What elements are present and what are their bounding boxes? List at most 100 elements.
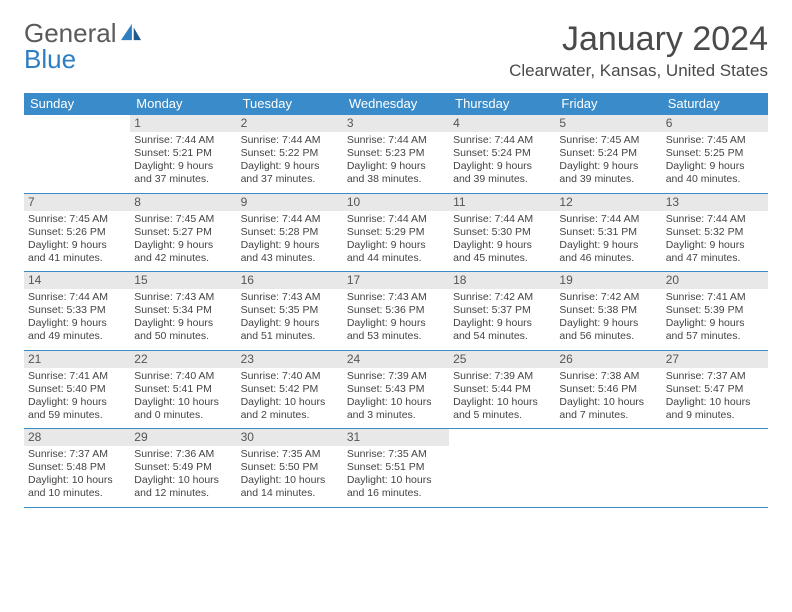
day-number: 7 [24,194,130,211]
sunrise-text: Sunrise: 7:44 AM [134,134,232,147]
daylight-text: Daylight: 9 hours and 37 minutes. [241,160,339,186]
day-number: 24 [343,351,449,368]
day-details: Sunrise: 7:44 AMSunset: 5:29 PMDaylight:… [347,213,445,266]
daylight-text: Daylight: 9 hours and 37 minutes. [134,160,232,186]
dow-header: Monday [130,93,236,115]
daylight-text: Daylight: 10 hours and 3 minutes. [347,396,445,422]
day-details: Sunrise: 7:44 AMSunset: 5:24 PMDaylight:… [453,134,551,187]
sunrise-text: Sunrise: 7:44 AM [28,291,126,304]
sunset-text: Sunset: 5:43 PM [347,383,445,396]
calendar-day-cell [24,115,130,194]
sunset-text: Sunset: 5:50 PM [241,461,339,474]
calendar-day-cell: 14Sunrise: 7:44 AMSunset: 5:33 PMDayligh… [24,272,130,351]
calendar-day-cell: 29Sunrise: 7:36 AMSunset: 5:49 PMDayligh… [130,429,236,508]
daylight-text: Daylight: 10 hours and 5 minutes. [453,396,551,422]
day-details: Sunrise: 7:45 AMSunset: 5:25 PMDaylight:… [666,134,764,187]
day-details: Sunrise: 7:44 AMSunset: 5:21 PMDaylight:… [134,134,232,187]
daylight-text: Daylight: 9 hours and 47 minutes. [666,239,764,265]
month-title: January 2024 [509,20,768,59]
sunrise-text: Sunrise: 7:41 AM [666,291,764,304]
sunset-text: Sunset: 5:40 PM [28,383,126,396]
calendar-day-cell [449,429,555,508]
calendar-week-row: 21Sunrise: 7:41 AMSunset: 5:40 PMDayligh… [24,350,768,429]
day-number: 28 [24,429,130,446]
day-number: 25 [449,351,555,368]
calendar-week-row: 14Sunrise: 7:44 AMSunset: 5:33 PMDayligh… [24,272,768,351]
dow-header: Sunday [24,93,130,115]
daylight-text: Daylight: 9 hours and 44 minutes. [347,239,445,265]
sunrise-text: Sunrise: 7:44 AM [666,213,764,226]
day-number: 5 [555,115,661,132]
logo-text-blue: Blue [24,46,143,72]
sunset-text: Sunset: 5:32 PM [666,226,764,239]
sail-icon [119,20,143,46]
calendar-day-cell: 6Sunrise: 7:45 AMSunset: 5:25 PMDaylight… [662,115,768,194]
day-number: 8 [130,194,236,211]
calendar-day-cell: 4Sunrise: 7:44 AMSunset: 5:24 PMDaylight… [449,115,555,194]
sunrise-text: Sunrise: 7:45 AM [666,134,764,147]
sunset-text: Sunset: 5:33 PM [28,304,126,317]
day-details: Sunrise: 7:42 AMSunset: 5:37 PMDaylight:… [453,291,551,344]
day-number: 2 [237,115,343,132]
sunrise-text: Sunrise: 7:43 AM [134,291,232,304]
day-details: Sunrise: 7:44 AMSunset: 5:31 PMDaylight:… [559,213,657,266]
day-number: 13 [662,194,768,211]
calendar-day-cell: 3Sunrise: 7:44 AMSunset: 5:23 PMDaylight… [343,115,449,194]
daylight-text: Daylight: 10 hours and 9 minutes. [666,396,764,422]
daylight-text: Daylight: 9 hours and 57 minutes. [666,317,764,343]
calendar-day-cell [662,429,768,508]
daylight-text: Daylight: 10 hours and 14 minutes. [241,474,339,500]
calendar-body: 1Sunrise: 7:44 AMSunset: 5:21 PMDaylight… [24,115,768,508]
logo-text-general: General [24,20,117,46]
sunrise-text: Sunrise: 7:45 AM [559,134,657,147]
day-number: 15 [130,272,236,289]
day-details: Sunrise: 7:39 AMSunset: 5:44 PMDaylight:… [453,370,551,423]
daylight-text: Daylight: 9 hours and 38 minutes. [347,160,445,186]
calendar-week-row: 7Sunrise: 7:45 AMSunset: 5:26 PMDaylight… [24,193,768,272]
sunrise-text: Sunrise: 7:44 AM [241,213,339,226]
sunset-text: Sunset: 5:29 PM [347,226,445,239]
daylight-text: Daylight: 9 hours and 45 minutes. [453,239,551,265]
day-details: Sunrise: 7:41 AMSunset: 5:40 PMDaylight:… [28,370,126,423]
calendar-day-cell: 5 Sunrise: 7:45 AMSunset: 5:24 PMDaylight… [555,115,661,194]
sunset-text: Sunset: 5:37 PM [453,304,551,317]
sunset-text: Sunset: 5:21 PM [134,147,232,160]
sunrise-text: Sunrise: 7:36 AM [134,448,232,461]
dow-header: Saturday [662,93,768,115]
day-details: Sunrise: 7:45 AMSunset: 5:24 PMDaylight:… [559,134,657,187]
day-details: Sunrise: 7:39 AMSunset: 5:43 PMDaylight:… [347,370,445,423]
day-details: Sunrise: 7:43 AMSunset: 5:35 PMDaylight:… [241,291,339,344]
day-number: 21 [24,351,130,368]
calendar-day-cell: 1Sunrise: 7:44 AMSunset: 5:21 PMDaylight… [130,115,236,194]
day-number: 12 [555,194,661,211]
calendar-day-cell: 15Sunrise: 7:43 AMSunset: 5:34 PMDayligh… [130,272,236,351]
calendar-day-cell [555,429,661,508]
daylight-text: Daylight: 10 hours and 10 minutes. [28,474,126,500]
daylight-text: Daylight: 9 hours and 54 minutes. [453,317,551,343]
location: Clearwater, Kansas, United States [509,61,768,81]
sunset-text: Sunset: 5:23 PM [347,147,445,160]
calendar-day-cell: 19Sunrise: 7:42 AMSunset: 5:38 PMDayligh… [555,272,661,351]
day-details: Sunrise: 7:44 AMSunset: 5:30 PMDaylight:… [453,213,551,266]
calendar-day-cell: 21 Sunrise: 7:41 AMSunset: 5:40 PMDayligh… [24,350,130,429]
calendar-day-cell: 12 Sunrise: 7:44 AMSunset: 5:31 PMDayligh… [555,193,661,272]
day-number: 10 [343,194,449,211]
day-number: 11 [449,194,555,211]
day-number: 22 [130,351,236,368]
day-details: Sunrise: 7:44 AMSunset: 5:23 PMDaylight:… [347,134,445,187]
calendar-day-cell: 26Sunrise: 7:38 AMSunset: 5:46 PMDayligh… [555,350,661,429]
sunrise-text: Sunrise: 7:41 AM [28,370,126,383]
sunrise-text: Sunrise: 7:43 AM [241,291,339,304]
day-details: Sunrise: 7:40 AMSunset: 5:42 PMDaylight:… [241,370,339,423]
daylight-text: Daylight: 9 hours and 59 minutes. [28,396,126,422]
day-number: 29 [130,429,236,446]
daylight-text: Daylight: 9 hours and 39 minutes. [453,160,551,186]
day-number: 31 [343,429,449,446]
day-details: Sunrise: 7:37 AMSunset: 5:48 PMDaylight:… [28,448,126,501]
calendar-day-cell: 11 Sunrise: 7:44 AMSunset: 5:30 PMDayligh… [449,193,555,272]
calendar-week-row: 1Sunrise: 7:44 AMSunset: 5:21 PMDaylight… [24,115,768,194]
calendar-day-cell: 20Sunrise: 7:41 AMSunset: 5:39 PMDayligh… [662,272,768,351]
sunset-text: Sunset: 5:30 PM [453,226,551,239]
header: GeneralBlue January 2024 Clearwater, Kan… [24,20,768,81]
calendar-day-cell: 9Sunrise: 7:44 AMSunset: 5:28 PMDaylight… [237,193,343,272]
